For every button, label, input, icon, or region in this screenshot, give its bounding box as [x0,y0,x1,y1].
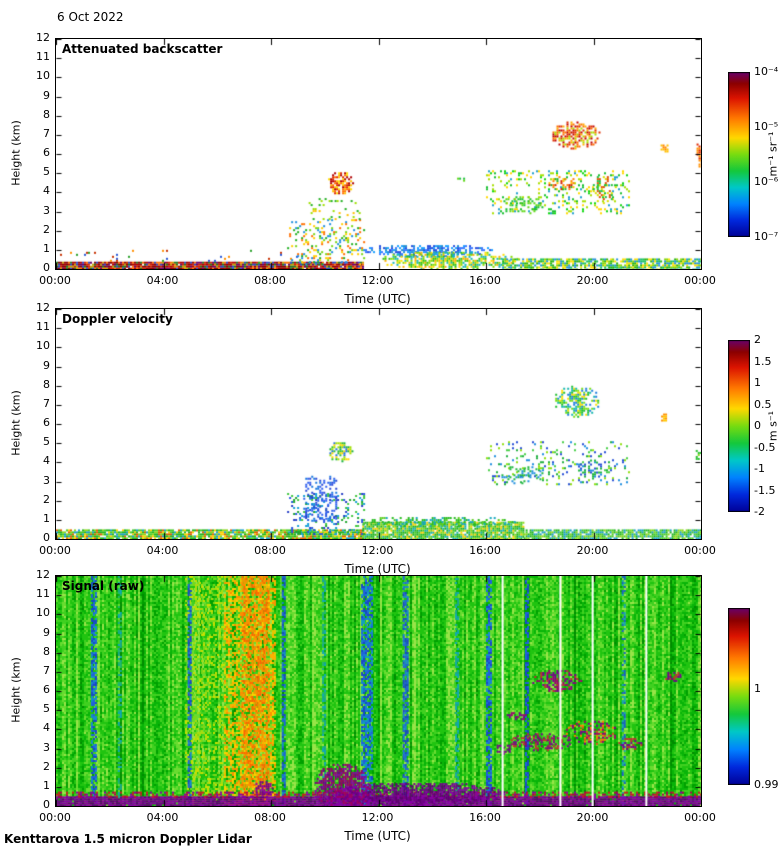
x-tick-label: 20:00 [576,274,609,287]
signal-plot: Signal (raw) [55,575,702,807]
date-label: 6 Oct 2022 [57,10,124,24]
y-tick-label: 10 [36,606,50,620]
colorbar-tick-label: 10⁻⁷ [754,230,779,243]
y-tick-label: 7 [43,396,50,410]
colorbar-tick-label: -0.5 [754,440,776,454]
y-tick-label: 12 [36,31,50,44]
x-tick-label: 00:00 [39,274,71,287]
colorbar-tick-label: 1 [754,376,761,389]
y-tick-label: 1 [43,241,50,255]
y-tick-label: 11 [36,50,50,64]
y-tick-label: 3 [43,473,50,487]
x-tick-label: 00:00 [684,274,716,287]
y-tick-label: 9 [43,88,50,102]
x-tick-label: 12:00 [361,811,394,824]
signal-colorbar [728,608,750,785]
colorbar-tick-label: 10⁻⁵ [754,119,779,133]
x-tick-label: 20:00 [576,811,609,824]
colorbar-tick-label: 1 [754,682,761,696]
y-tick-label: 0 [43,531,50,544]
backscatter-heatmap [56,39,701,269]
y-tick-label: 9 [43,625,50,639]
colorbar-tick-label: 10⁻⁶ [754,175,779,189]
y-tick-label: 11 [36,320,50,334]
x-tick-label: 12:00 [361,274,394,287]
colorbar-tick-label: -2 [754,505,765,518]
y-tick-label: 12 [36,568,50,581]
colorbar-tick-label: -1.5 [754,483,776,497]
x-tick-label: 04:00 [146,544,179,557]
x-tick-label: 16:00 [469,544,501,557]
x-axis-label: Time (UTC) [344,562,411,576]
colorbar-tick-label: 0.99 [754,778,779,791]
x-axis-label: Time (UTC) [344,829,411,843]
y-tick-label: 0 [43,261,50,274]
backscatter-plot: Attenuated backscatter [55,38,702,270]
signal-heatmap [56,576,701,806]
y-tick-label: 3 [43,203,50,217]
y-tick-label: 11 [36,587,50,601]
x-tick-label: 00:00 [39,544,71,557]
x-tick-label: 00:00 [684,544,716,557]
y-tick-label: 8 [43,377,50,391]
y-tick-label: 6 [43,683,50,696]
y-tick-label: 12 [36,301,50,314]
y-tick-label: 6 [43,416,50,429]
instrument-label: Kenttarova 1.5 micron Doppler Lidar [4,832,252,846]
y-tick-label: 3 [43,740,50,754]
y-tick-label: 2 [43,759,50,773]
y-tick-label: 7 [43,126,50,140]
velocity-plot: Doppler velocity [55,308,702,540]
colorbar-unit-velocity: m s⁻¹ [766,410,780,442]
panel-title-backscatter: Attenuated backscatter [62,42,223,56]
backscatter-colorbar [728,72,750,237]
y-tick-label: 5 [43,165,50,179]
colorbar-tick-label: 0.5 [754,397,772,411]
colorbar-tick-label: 0 [754,419,761,432]
y-tick-label: 4 [43,454,50,468]
y-tick-label: 4 [43,184,50,198]
y-tick-label: 7 [43,663,50,677]
y-tick-label: 5 [43,435,50,449]
x-tick-label: 00:00 [39,811,71,824]
y-tick-label: 8 [43,107,50,121]
velocity-colorbar [728,340,750,512]
colorbar-tick-label: 10⁻⁴ [754,65,779,78]
y-tick-label: 8 [43,644,50,658]
y-tick-label: 2 [43,222,50,236]
y-tick-label: 1 [43,511,50,525]
colorbar-tick-label: -1 [754,462,765,475]
x-tick-label: 20:00 [576,544,609,557]
y-tick-label: 6 [43,146,50,159]
x-tick-label: 16:00 [469,811,501,824]
x-tick-label: 08:00 [254,274,286,287]
y-tick-label: 9 [43,358,50,372]
colorbar-tick-label: 2 [754,333,761,346]
x-tick-label: 04:00 [146,811,179,824]
y-tick-label: 4 [43,721,50,735]
colorbar-unit-backscatter: m⁻¹ sr⁻¹ [766,131,780,177]
x-tick-label: 08:00 [254,544,286,557]
x-tick-label: 00:00 [684,811,716,824]
y-tick-label: 10 [36,339,50,353]
x-tick-label: 12:00 [361,544,394,557]
velocity-heatmap [56,309,701,539]
x-tick-label: 08:00 [254,811,286,824]
y-tick-label: 10 [36,69,50,83]
y-tick-label: 2 [43,492,50,506]
panel-title-signal: Signal (raw) [62,579,145,593]
y-tick-label: 0 [43,798,50,811]
panel-title-velocity: Doppler velocity [62,312,173,326]
colorbar-tick-label: 1.5 [754,354,772,368]
y-tick-label: 5 [43,702,50,716]
x-tick-label: 04:00 [146,274,179,287]
y-tick-label: 1 [43,778,50,792]
x-tick-label: 16:00 [469,274,501,287]
x-axis-label: Time (UTC) [344,292,411,306]
